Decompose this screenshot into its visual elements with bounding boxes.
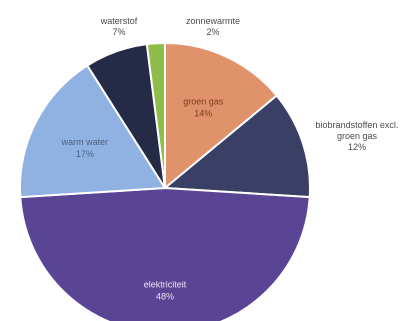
pie-slice-elektriciteit: [19, 186, 311, 321]
slice-name-warm-water: warm water: [61, 137, 109, 147]
pie-slice-warm-water: [19, 64, 167, 199]
pie-slices: [19, 41, 311, 321]
slice-name-elektriciteit: elektriciteit: [144, 280, 187, 290]
slice-name-biobrandstoffen: biobrandstoffen excl. groen gas: [315, 120, 399, 141]
slice-value-zonnewarmte: 2%: [206, 27, 220, 37]
slice-value-biobrandstoffen: 12%: [347, 142, 366, 152]
slice-name-zonnewarmte: zonnewarmte: [185, 16, 241, 26]
slice-value-elektriciteit: 48%: [156, 292, 174, 302]
pie-slice-biobrandstoffen-excl: [162, 94, 311, 199]
slice-label-zonnewarmte: zonnewarmte 2%: [168, 16, 258, 38]
slice-value-warm-water: 17%: [76, 149, 94, 159]
slice-value-waterstof: 7%: [112, 27, 126, 37]
slice-name-waterstof: waterstof: [100, 16, 138, 26]
pie-slice-zonnewarmte: [145, 41, 166, 189]
pie-inside-labels: groen gas 14% elektriciteit 48% warm water 17…: [61, 97, 224, 302]
slice-name-groen-gas: groen gas: [183, 97, 224, 107]
pie-slice-groen-gas: [164, 41, 279, 191]
slice-label-biobrandstoffen: biobrandstoffen excl. groen gas 12%: [296, 120, 418, 153]
slice-value-groen-gas: 14%: [194, 109, 212, 119]
slice-label-waterstof: waterstof 7%: [84, 16, 154, 38]
